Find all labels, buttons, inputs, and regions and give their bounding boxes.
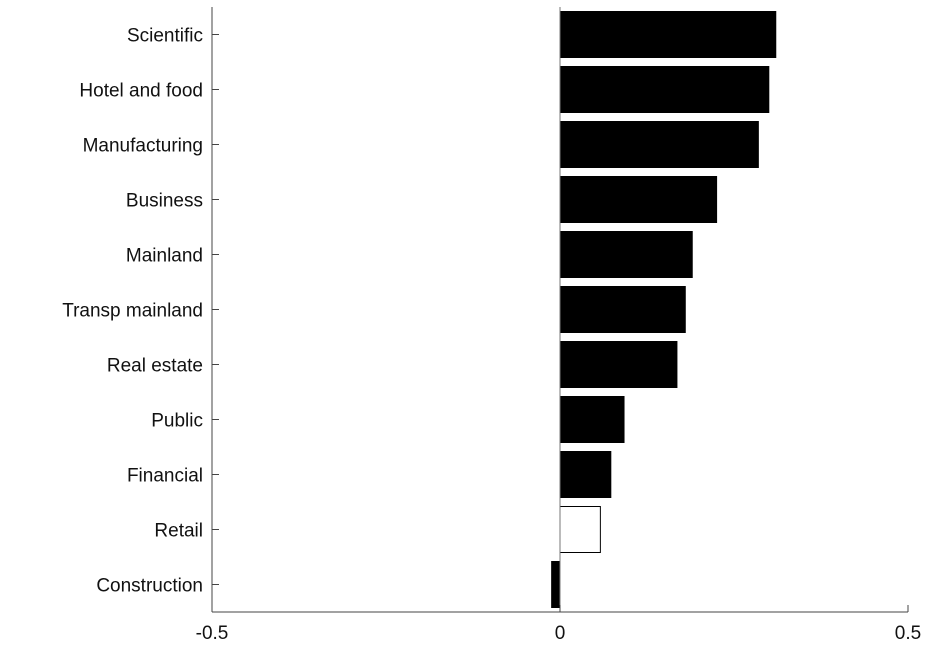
bar-retail — [559, 506, 601, 553]
category-label: Scientific — [127, 26, 203, 47]
category-label: Mainland — [126, 246, 203, 267]
bars-layer — [551, 11, 777, 608]
category-label: Manufacturing — [83, 136, 203, 157]
x-axis-ticks — [211, 605, 909, 612]
category-label: Real estate — [107, 356, 203, 377]
bar-transp-mainland — [559, 286, 686, 333]
category-label: Hotel and food — [79, 81, 203, 102]
bar-business — [559, 176, 718, 223]
y-axis-ticks — [212, 34, 219, 585]
x-tick-label: 0 — [555, 623, 566, 644]
bar-scientific — [559, 11, 777, 58]
category-label: Public — [151, 411, 203, 432]
category-label: Business — [126, 191, 203, 212]
category-label: Transp mainland — [62, 301, 203, 322]
category-label: Retail — [154, 521, 203, 542]
category-label: Financial — [127, 466, 203, 487]
bar-mainland — [559, 231, 693, 278]
bar-hotel-and-food — [559, 66, 770, 113]
category-label: Construction — [96, 576, 203, 597]
x-tick-labels: -0.5 0 0.5 — [196, 623, 922, 644]
bar-manufacturing — [559, 121, 759, 168]
bar-construction — [551, 561, 561, 608]
bar-real-estate — [559, 341, 678, 388]
category-labels: Scientific Hotel and food Manufacturing Bus… — [62, 26, 203, 597]
bar-financial — [559, 451, 612, 498]
x-tick-label: -0.5 — [196, 623, 229, 644]
bar-public — [559, 396, 625, 443]
x-tick-label: 0.5 — [895, 623, 921, 644]
